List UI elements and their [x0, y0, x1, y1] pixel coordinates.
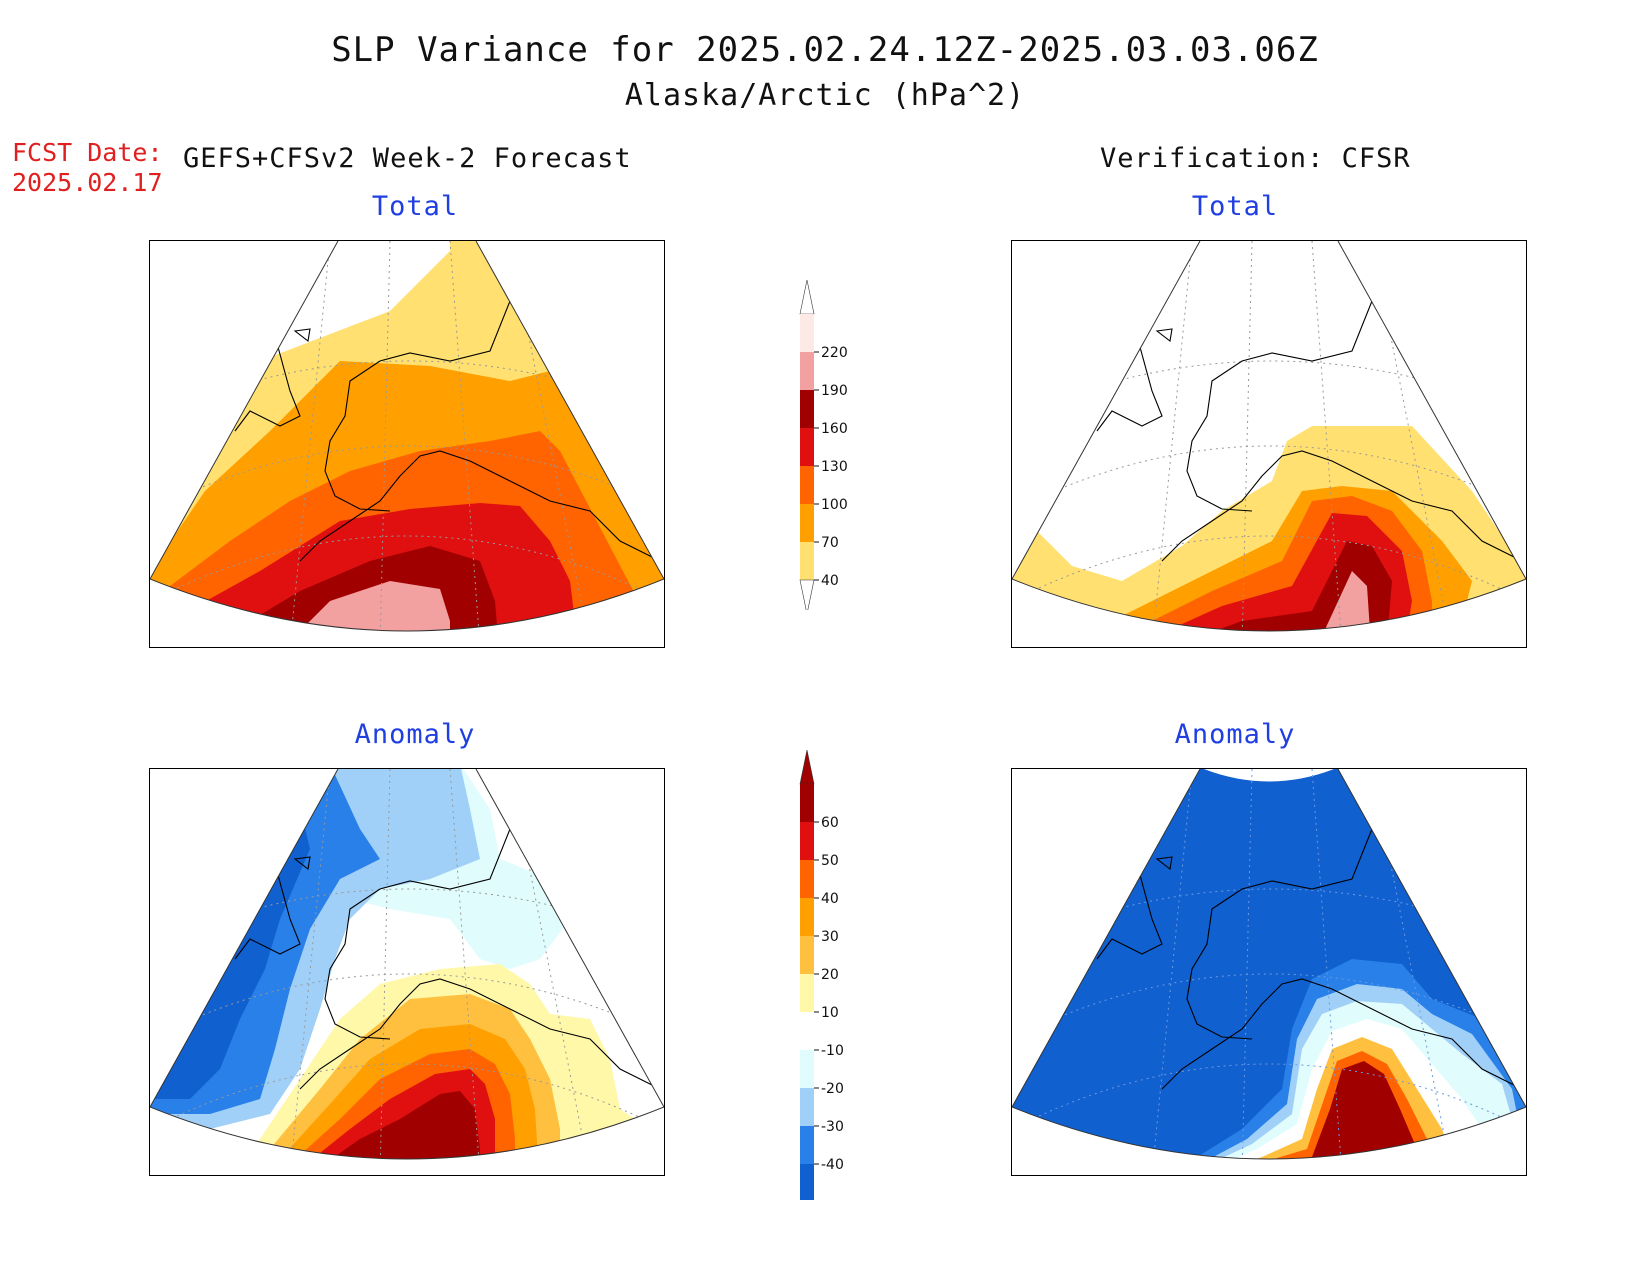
anomaly-colorbar-swatch [800, 822, 814, 860]
anomaly-colorbar-swatch [800, 1126, 814, 1164]
anomaly-colorbar-tick-label: 30 [821, 929, 839, 945]
anomaly-colorbar-swatch [800, 1012, 814, 1050]
anomaly-colorbar-tick-label: 40 [821, 891, 839, 907]
anomaly-colorbar-tick-label: -30 [821, 1119, 844, 1135]
anomaly-colorbar-swatch [800, 1088, 814, 1126]
forecast-anomaly-title: Anomaly [354, 719, 476, 750]
forecast-anomaly-map [149, 768, 665, 1176]
anomaly-colorbar-top-arrow [799, 749, 815, 785]
total-colorbar-top-arrow [799, 279, 815, 315]
total-colorbar-tick-label: 160 [821, 421, 848, 437]
anomaly-colorbar-swatch [800, 860, 814, 898]
anomaly-colorbar-tick-label: -20 [821, 1081, 844, 1097]
anomaly-colorbar-swatch [800, 1050, 814, 1088]
anomaly-colorbar-swatch [800, 784, 814, 822]
total-colorbar-swatch [800, 314, 814, 352]
total-colorbar-tick-label: 40 [821, 573, 839, 589]
verification-header: Verification: CFSR [1100, 143, 1411, 174]
total-colorbar-swatch [800, 428, 814, 466]
fcst-date-value: 2025.02.17 [12, 168, 163, 197]
anomaly-colorbar-tick-label: 60 [821, 815, 839, 831]
total-colorbar-bottom-arrow [799, 579, 815, 615]
total-colorbar-swatch [800, 466, 814, 504]
total-colorbar-swatch [800, 542, 814, 580]
total-colorbar-swatch [800, 504, 814, 542]
total-colorbar: 220 190 160 130 100 70 40 [790, 279, 860, 615]
figure-title: SLP Variance for 2025.02.24.12Z-2025.03.… [331, 30, 1319, 70]
verification-total-title: Total [1191, 191, 1279, 222]
verification-total-map [1011, 240, 1527, 648]
anomaly-colorbar: 60 50 40 30 20 10 -10 -20 -30 -40 [790, 749, 860, 1237]
anomaly-colorbar-tick-label: -10 [821, 1043, 844, 1059]
total-colorbar-tick-label: 70 [821, 535, 839, 551]
forecast-header: GEFS+CFSv2 Week-2 Forecast [183, 143, 632, 174]
anomaly-colorbar-tick-label: 20 [821, 967, 839, 983]
figure-subtitle: Alaska/Arctic (hPa^2) [624, 78, 1026, 113]
anomaly-colorbar-swatch [800, 1164, 814, 1202]
total-colorbar-svg: 220 190 160 130 100 70 40 [799, 279, 848, 615]
anomaly-colorbar-swatch [800, 974, 814, 1012]
verification-anomaly-map [1011, 768, 1527, 1176]
anomaly-colorbar-svg: 60 50 40 30 20 10 -10 -20 -30 -40 [799, 749, 844, 1237]
total-colorbar-swatch [800, 390, 814, 428]
anomaly-colorbar-tick-label: 10 [821, 1005, 839, 1021]
forecast-total-title: Total [371, 191, 459, 222]
forecast-total-map [149, 240, 665, 648]
total-colorbar-tick-label: 130 [821, 459, 848, 475]
total-colorbar-tick-label: 190 [821, 383, 848, 399]
total-colorbar-swatch [800, 352, 814, 390]
anomaly-colorbar-tick-label: -40 [821, 1157, 844, 1173]
verification-anomaly-title: Anomaly [1174, 719, 1296, 750]
fcst-date-label: FCST Date: [12, 138, 163, 167]
anomaly-colorbar-swatch [800, 936, 814, 974]
total-colorbar-tick-label: 220 [821, 345, 848, 361]
total-colorbar-tick-label: 100 [821, 497, 848, 513]
anomaly-colorbar-swatch [800, 898, 814, 936]
anomaly-colorbar-tick-label: 50 [821, 853, 839, 869]
